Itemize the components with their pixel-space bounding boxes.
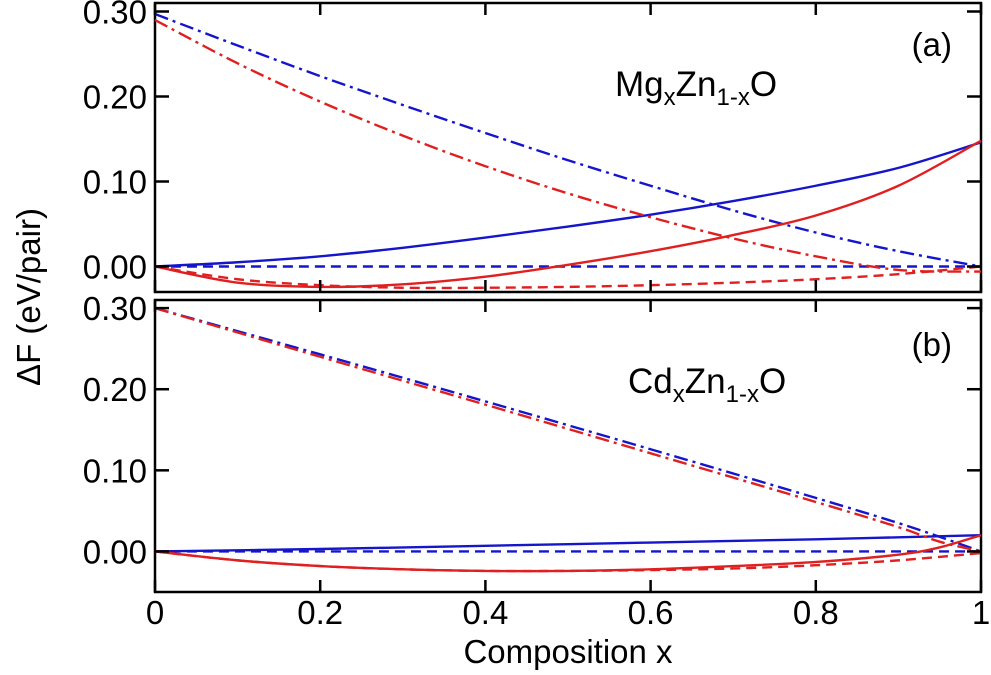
panel-b-ytick-label: 0.30 xyxy=(83,290,147,327)
panel-b-tag: (b) xyxy=(912,326,952,363)
panel-a-series-line-5 xyxy=(154,18,982,273)
panel-b-ytick-label: 0.00 xyxy=(83,533,147,570)
panel-b-series xyxy=(154,306,982,573)
panel-b-series-line-2 xyxy=(154,306,982,553)
panel-b-series-line-5 xyxy=(154,306,982,553)
x-axis-ticks: 0 0.2 0.4 0.6 0.8 1 xyxy=(146,594,990,631)
panel-a-ytick-label: 0.20 xyxy=(83,79,147,116)
panel-a-series-line-2 xyxy=(154,12,982,268)
x-tick-label: 0.2 xyxy=(297,594,343,631)
panel-a-series-line-0 xyxy=(154,141,982,268)
x-axis-title: Composition x xyxy=(463,633,673,670)
panel-a-ticks: 0.00 0.10 0.20 0.30 xyxy=(83,0,983,292)
panel-a-ytick-label: 0.00 xyxy=(83,249,147,286)
panel-b-series-line-4 xyxy=(154,550,982,573)
panel-b-series-line-0 xyxy=(154,534,982,553)
panel-a-series xyxy=(154,12,982,290)
panel-a-ytick-label: 0.10 xyxy=(83,164,147,201)
panel-a-formula: MgxZn1-xO xyxy=(615,65,777,111)
panel-a-series-line-3 xyxy=(154,139,982,289)
panel-b-ytick-label: 0.20 xyxy=(83,371,147,408)
x-tick-label: 0 xyxy=(146,594,164,631)
x-tick-label: 0.6 xyxy=(628,594,674,631)
y-axis-title: ΔF (eV/pair) xyxy=(10,208,47,386)
panel-a-frame xyxy=(153,1,983,294)
panel-a: 0.00 0.10 0.20 0.30 (a) MgxZn1-xO xyxy=(83,0,983,294)
panel-b-ticks: 0.00 0.10 0.20 0.30 xyxy=(83,290,983,592)
x-tick-label: 0.8 xyxy=(793,594,839,631)
panel-b-ytick-label: 0.10 xyxy=(83,452,147,489)
x-tick-label: 1 xyxy=(972,594,990,631)
x-tick-label: 0.4 xyxy=(462,594,508,631)
panel-b-series-line-3 xyxy=(154,534,982,573)
panel-b-frame xyxy=(153,298,983,594)
panel-a-tag: (a) xyxy=(912,26,952,63)
panel-a-ytick-label: 0.30 xyxy=(83,0,147,31)
panel-b-formula: CdxZn1-xO xyxy=(628,362,786,408)
panel-b: 0.00 0.10 0.20 0.30 (b) CdxZn1-xO xyxy=(83,290,983,594)
